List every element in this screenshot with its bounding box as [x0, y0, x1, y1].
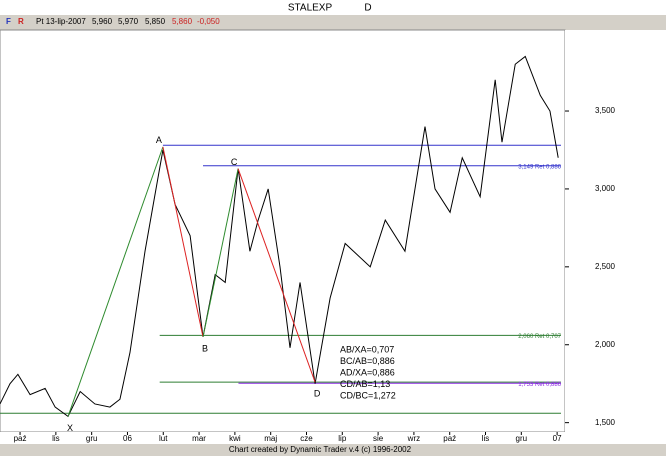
x-tick-label: wrz: [407, 434, 420, 443]
price-line: [0, 55, 559, 418]
x-tick-label: mar: [192, 434, 206, 443]
x-tick-label: 07: [553, 434, 562, 443]
info-low: 5,850: [145, 17, 166, 26]
level-label: 2,060 Ret 0,707: [518, 334, 561, 340]
ratio-annotation: AB/XA=0,707: [340, 344, 394, 354]
ratio-annotation: CD/AB=1,13: [340, 379, 390, 389]
x-tick-label: gru: [516, 434, 528, 443]
info-open: 5,960: [92, 17, 113, 26]
level-label: 3,149 Ret 0,886: [518, 164, 561, 170]
chart-title: STALEXP: [288, 3, 333, 14]
flag: R: [18, 17, 24, 26]
pivot-label: B: [202, 343, 208, 353]
title-bar: [0, 0, 666, 15]
period: D: [364, 3, 371, 14]
x-tick-label: paź: [14, 434, 27, 443]
y-tick-label: 2,000: [595, 340, 616, 349]
level-label: 1,753 Ret 0,886: [518, 382, 561, 388]
x-tick-label: paź: [443, 434, 456, 443]
pivot-label: D: [314, 389, 321, 399]
x-tick-label: sie: [373, 434, 384, 443]
ratio-annotation: BC/AB=0,886: [340, 356, 395, 366]
pattern-leg: [237, 168, 316, 383]
y-tick-label: 2,500: [595, 262, 616, 271]
x-axis-area: [0, 432, 666, 444]
footer: Chart created by Dynamic Trader v.4 (c) …: [229, 445, 412, 454]
x-tick-label: maj: [264, 434, 277, 443]
y-tick-label: 3,500: [595, 106, 616, 115]
pattern-leg: [67, 146, 164, 417]
pattern-leg: [202, 168, 239, 338]
flag: F: [6, 17, 11, 26]
pivot-label: C: [231, 157, 238, 167]
y-tick-label: 1,500: [595, 418, 616, 427]
x-tick-label: lut: [159, 434, 168, 443]
y-axis-area: [565, 30, 666, 432]
info-bar: [0, 15, 666, 29]
x-tick-label: cze: [300, 434, 313, 443]
x-tick-label: lis: [52, 434, 60, 443]
pivot-label: X: [67, 423, 73, 433]
pattern-leg: [162, 146, 204, 338]
pivot-label: A: [156, 135, 162, 145]
plot-area: [0, 29, 566, 433]
x-tick-label: lip: [338, 434, 347, 443]
info-close: 5,860: [172, 17, 193, 26]
y-tick-label: 3,000: [595, 184, 616, 193]
info-high: 5,970: [118, 17, 139, 26]
x-tick-label: 06: [123, 434, 132, 443]
x-tick-label: gru: [86, 434, 98, 443]
info-date: Pt 13-lip-2007: [36, 17, 86, 26]
x-tick-label: kwi: [229, 434, 241, 443]
info-change: -0,050: [197, 17, 220, 26]
ratio-annotation: CD/BC=1,272: [340, 390, 396, 400]
x-tick-label: lis: [482, 434, 490, 443]
ratio-annotation: AD/XA=0,886: [340, 367, 395, 377]
